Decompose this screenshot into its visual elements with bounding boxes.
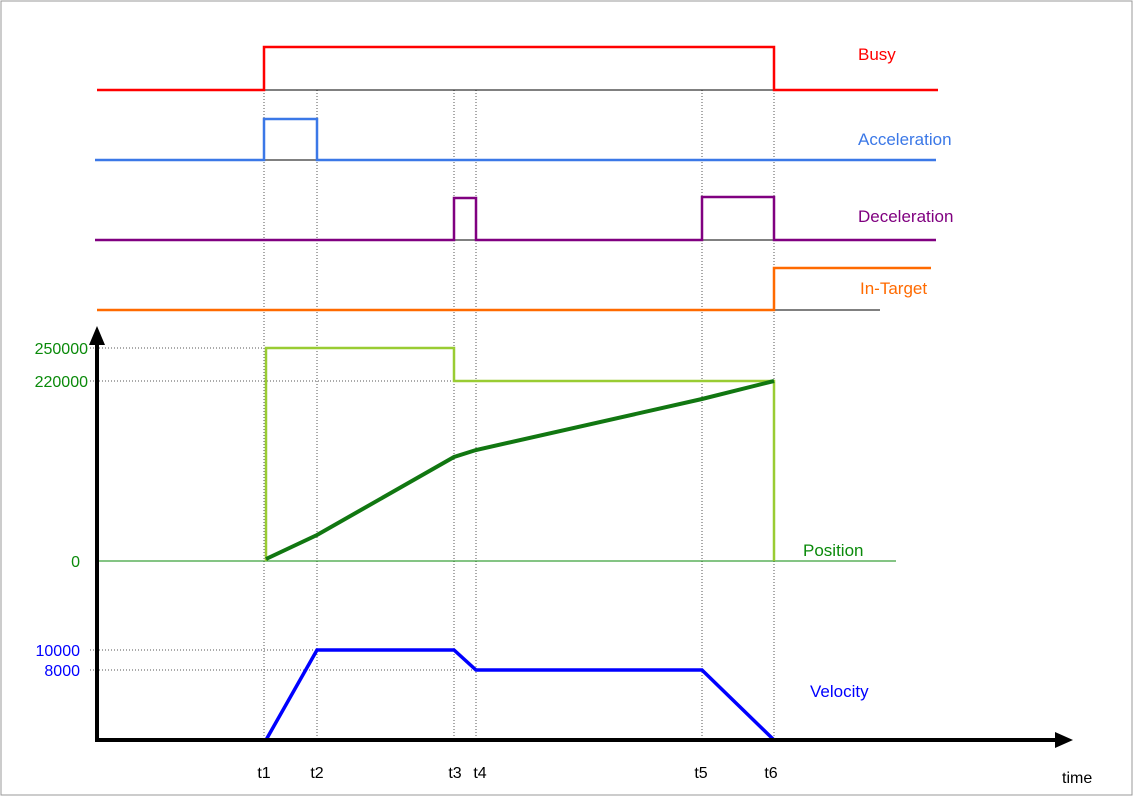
in-target-label: In-Target <box>860 279 927 298</box>
busy-label: Busy <box>858 45 896 64</box>
y-axis-arrow-icon <box>89 326 105 345</box>
busy-signal-trace <box>97 45 938 92</box>
time-marker-guides <box>263 90 775 740</box>
actual-position-trace <box>265 379 775 561</box>
target-position-trace <box>264 346 776 561</box>
tick-250000: 250000 <box>35 341 88 358</box>
tick-10000: 10000 <box>36 643 81 660</box>
acceleration-signal-trace <box>95 117 936 162</box>
velocity-trace <box>264 648 776 742</box>
value-guides <box>90 347 774 671</box>
tick-220000: 220000 <box>35 374 88 391</box>
tick-0: 0 <box>71 554 80 571</box>
time-marker-t6: t6 <box>764 765 777 782</box>
in-target-signal-trace <box>97 266 931 312</box>
tick-8000: 8000 <box>44 663 80 680</box>
time-axis-label: time <box>1062 770 1092 787</box>
acceleration-label: Acceleration <box>858 130 952 149</box>
velocity-label: Velocity <box>810 682 869 701</box>
position-label: Position <box>803 541 863 560</box>
deceleration-label: Deceleration <box>858 207 953 226</box>
x-axis-arrow-icon <box>1055 732 1073 748</box>
time-marker-t3: t3 <box>448 765 461 782</box>
time-marker-t2: t2 <box>310 765 323 782</box>
deceleration-signal-trace <box>95 195 936 242</box>
time-marker-t5: t5 <box>694 765 707 782</box>
time-marker-t4: t4 <box>473 765 486 782</box>
time-marker-t1: t1 <box>257 765 270 782</box>
pulse-baselines <box>264 89 880 311</box>
